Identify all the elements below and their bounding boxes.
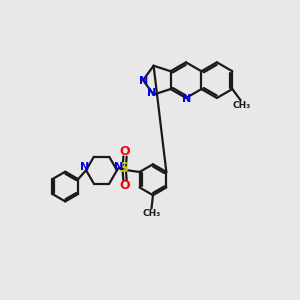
Text: N: N xyxy=(80,162,89,172)
Text: N: N xyxy=(114,162,123,172)
Text: O: O xyxy=(120,145,130,158)
Text: O: O xyxy=(120,179,130,192)
Text: N: N xyxy=(182,94,191,104)
Text: N: N xyxy=(148,88,157,98)
Text: S: S xyxy=(119,161,129,176)
Text: CH₃: CH₃ xyxy=(142,209,160,218)
Text: CH₃: CH₃ xyxy=(232,101,250,110)
Text: N: N xyxy=(139,76,148,86)
